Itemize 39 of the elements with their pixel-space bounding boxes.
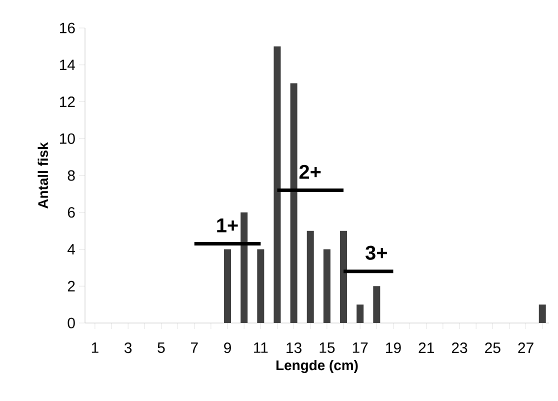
y-tick-label: 12: [60, 96, 75, 107]
y-tick-label: 2: [68, 280, 75, 292]
bar: [340, 230, 348, 323]
x-tick-label: 3: [124, 342, 132, 354]
bar: [290, 83, 298, 323]
x-tick-label: 1: [92, 342, 98, 353]
x-tick-label: 27: [518, 342, 534, 353]
y-tick-label: 16: [60, 22, 75, 34]
y-tick-label: 0: [68, 318, 75, 328]
x-tick-label: 11: [254, 342, 268, 353]
series-label: 3+: [365, 246, 387, 260]
x-tick-label: 19: [386, 342, 401, 354]
x-tick-label: 21: [418, 342, 434, 353]
x-tick-label: 25: [485, 342, 500, 354]
y-tick-label: 14: [60, 60, 76, 70]
y-tick-label: 4: [68, 244, 76, 254]
y-tick-label: 10: [60, 133, 75, 144]
x-axis-title: Lengde (cm): [276, 360, 358, 373]
x-tick-label: 13: [286, 342, 302, 354]
x-tick-label: 15: [320, 342, 335, 353]
bar: [274, 46, 281, 323]
series-label: 2+: [299, 164, 321, 179]
y-axis-title: Antall fisk: [38, 142, 48, 208]
bar: [240, 212, 248, 323]
x-tick-label: 17: [352, 342, 368, 353]
y-tick-label: 8: [68, 170, 75, 181]
bar: [224, 249, 232, 323]
bar: [257, 249, 264, 323]
bar: [538, 304, 546, 323]
bar: [373, 286, 380, 323]
x-tick-label: 5: [158, 342, 165, 353]
bar: [306, 230, 314, 323]
bar: [356, 304, 364, 323]
series-label: 1+: [217, 218, 238, 232]
x-tick-label: 7: [190, 342, 198, 353]
x-tick-label: 23: [452, 342, 468, 354]
bar: [323, 249, 330, 323]
y-tick-label: 6: [68, 207, 75, 218]
x-tick-label: 9: [224, 342, 231, 354]
